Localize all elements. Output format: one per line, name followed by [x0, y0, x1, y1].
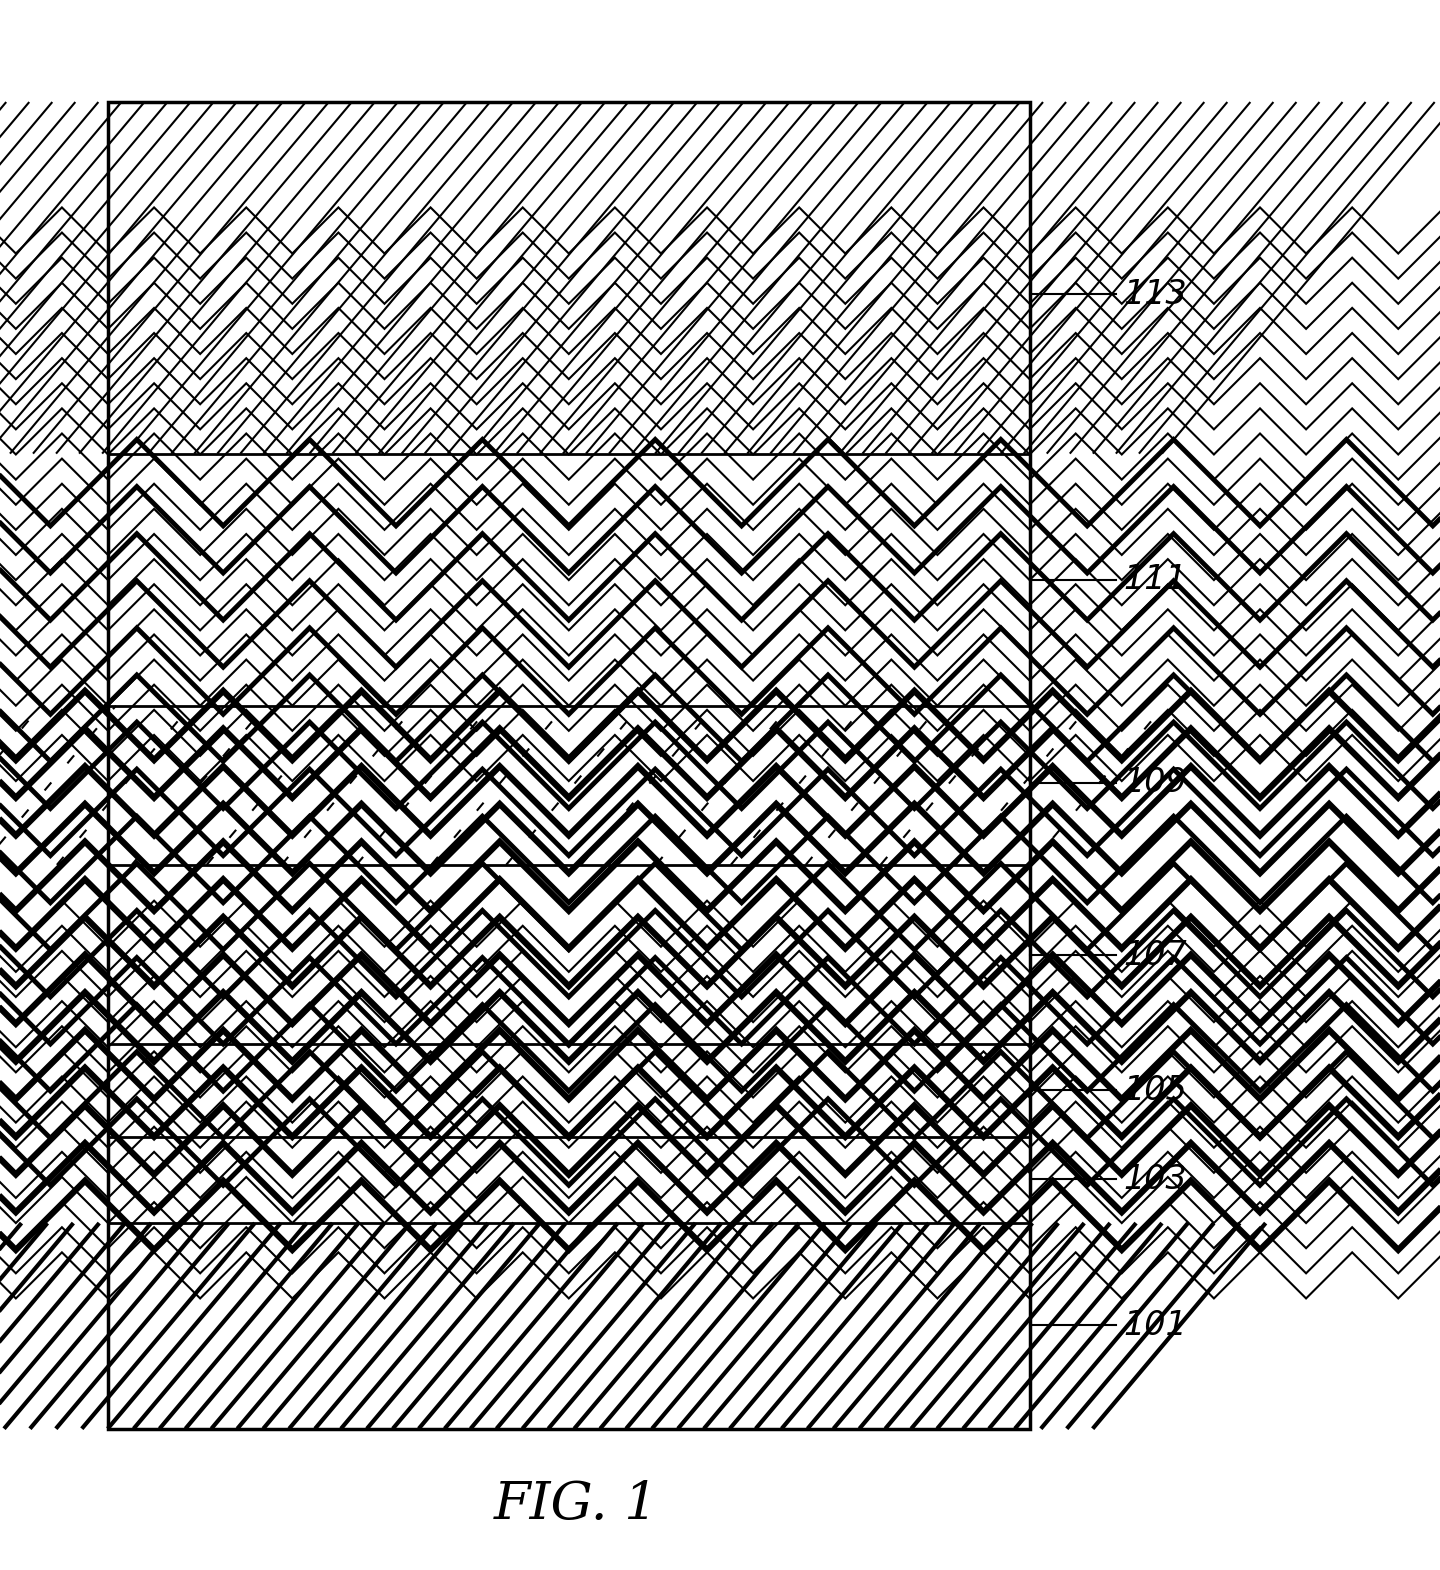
Bar — [108, 454, 1030, 705]
Text: FIG. 1: FIG. 1 — [494, 1479, 658, 1529]
Bar — [108, 1137, 1030, 1223]
Bar — [108, 102, 1030, 454]
Bar — [108, 705, 1030, 865]
Bar — [108, 454, 1030, 705]
Bar — [108, 102, 1030, 1429]
Text: 111: 111 — [1123, 564, 1187, 597]
Text: 105: 105 — [1123, 1074, 1187, 1107]
Bar — [108, 865, 1030, 1044]
Bar — [108, 1137, 1030, 1223]
Text: 113: 113 — [1123, 278, 1187, 311]
Text: 101: 101 — [1123, 1309, 1187, 1342]
Text: 109: 109 — [1123, 766, 1187, 799]
Bar — [108, 1223, 1030, 1429]
Bar — [108, 1044, 1030, 1137]
Text: 107: 107 — [1123, 939, 1187, 972]
Bar — [108, 1044, 1030, 1137]
Bar — [108, 865, 1030, 1044]
Bar — [108, 705, 1030, 865]
Bar — [108, 102, 1030, 454]
Text: 103: 103 — [1123, 1163, 1187, 1196]
Bar — [108, 1223, 1030, 1429]
